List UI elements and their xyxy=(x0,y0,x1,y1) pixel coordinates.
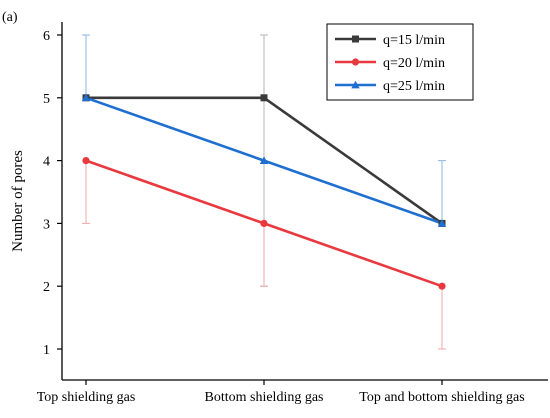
y-ticks: 1 2 3 4 5 6 xyxy=(43,29,62,358)
legend-marker-1 xyxy=(352,35,359,43)
data-point-2-2 xyxy=(260,219,268,227)
data-point-1-2 xyxy=(260,94,268,102)
panel-label: (a) xyxy=(2,10,18,25)
data-point-2-1 xyxy=(82,157,90,165)
y-tick-label: 1 xyxy=(43,343,50,358)
x-tick-label: Top and bottom shielding gas xyxy=(359,390,524,405)
legend-items: q=15 l/min q=20 l/min q=25 l/min xyxy=(335,33,445,94)
legend: q=15 l/min q=20 l/min q=25 l/min xyxy=(326,23,474,101)
y-tick-label: 2 xyxy=(43,280,50,295)
x-tick-label: Bottom shielding gas xyxy=(205,390,324,405)
y-axis-title: Number of pores xyxy=(10,150,26,252)
legend-marker-2 xyxy=(351,58,360,66)
y-tick-label: 3 xyxy=(43,217,50,232)
legend-label-2: q=20 l/min xyxy=(383,56,445,71)
x-tick-label: Top shielding gas xyxy=(37,390,136,405)
data-point-3-1 xyxy=(81,93,91,102)
y-tick-label: 6 xyxy=(43,29,50,44)
x-ticks: Top shielding gas Bottom shielding gas Top… xyxy=(37,380,525,405)
legend-label-1: q=15 l/min xyxy=(383,33,445,48)
data-point-3-2 xyxy=(259,156,269,164)
data-point-3-3 xyxy=(437,219,447,227)
legend-label-3: q=25 l/min xyxy=(383,79,445,94)
series-markers xyxy=(81,93,447,290)
data-point-2-3 xyxy=(438,282,446,290)
y-tick-label: 5 xyxy=(43,92,50,107)
y-tick-label: 4 xyxy=(43,155,50,170)
legend-marker-3 xyxy=(351,80,360,89)
